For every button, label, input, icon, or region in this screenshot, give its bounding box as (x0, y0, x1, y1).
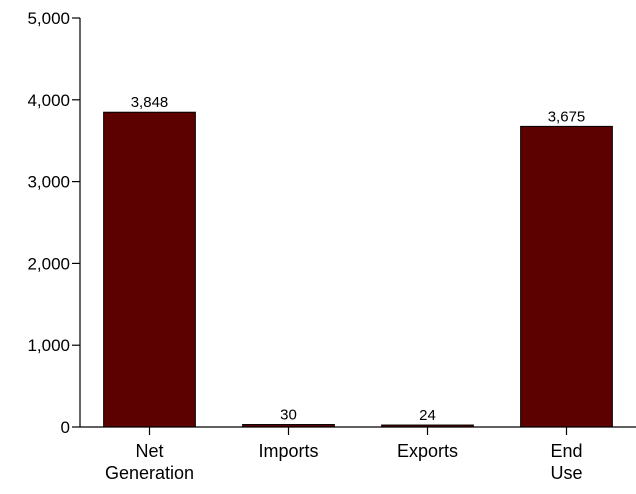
bar (520, 125, 613, 428)
category-label: End (550, 441, 582, 461)
category-label: Net (135, 441, 163, 461)
y-tick-label: 2,000 (27, 254, 70, 273)
y-tick-label: 1,000 (27, 336, 70, 355)
category-label: Use (550, 463, 582, 483)
bar (103, 111, 196, 428)
category-label: Generation (105, 463, 194, 483)
bars: 3,848 30 24 3,675 (103, 94, 613, 428)
category-label: Exports (397, 441, 458, 461)
y-tick-label: 3,000 (27, 173, 70, 192)
data-label: 30 (280, 407, 297, 424)
category-label: Imports (258, 441, 318, 461)
y-axis: 0 1,000 2,000 3,000 4,000 5,000 (27, 9, 81, 437)
data-label: 24 (419, 407, 436, 424)
y-tick-label: 0 (61, 418, 70, 437)
data-label: 3,675 (548, 108, 586, 125)
data-label: 3,848 (131, 94, 169, 111)
y-tick-label: 4,000 (27, 91, 70, 110)
y-tick-label: 5,000 (27, 9, 70, 28)
